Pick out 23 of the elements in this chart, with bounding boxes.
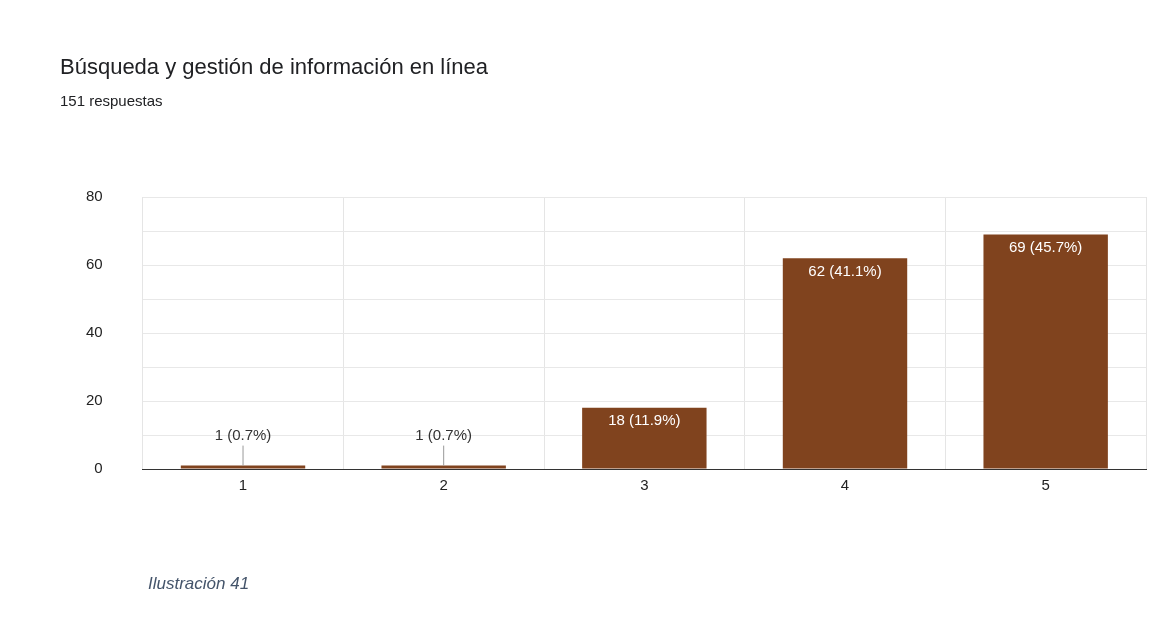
data-label: 62 (41.1%) [808,261,882,279]
data-label: 1 (0.7%) [415,426,473,444]
y-tick-label: 80 [86,187,103,205]
chart-subtitle: 151 respuestas [60,92,163,109]
y-tick-label: 40 [86,323,103,341]
y-tick-label: 60 [86,255,103,273]
data-label: 18 (11.9%) [608,411,681,429]
bar [582,407,707,469]
x-tick-label: 3 [640,476,649,494]
text: Ilustración 41 [148,574,250,594]
x-tick-label: 1 [238,476,248,494]
bar [782,258,908,469]
data-label: 1 (0.7%) [214,426,272,444]
bar [381,465,506,469]
bar [180,465,306,469]
chart-title: Búsqueda y gestión de información en línea [60,54,489,80]
x-tick-label: 5 [1041,476,1050,494]
x-tick-label: 2 [439,476,448,494]
data-label: 69 (45.7%) [1008,238,1083,256]
y-tick-label: 20 [86,391,103,409]
bar [983,234,1108,469]
x-tick-label: 4 [840,476,850,494]
y-tick-label: 0 [94,459,103,477]
